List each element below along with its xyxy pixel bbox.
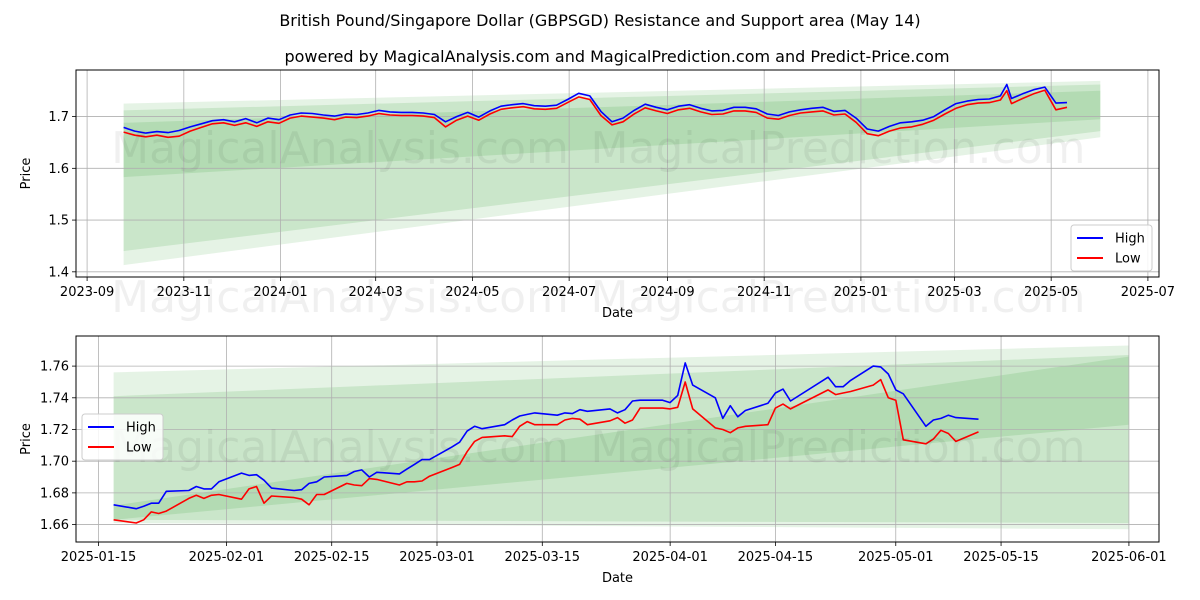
watermark-right: MagicalPrediction.com bbox=[591, 422, 1086, 473]
legend-box bbox=[81, 413, 164, 461]
x-tick-label: 2025-05-15 bbox=[963, 550, 1039, 565]
x-tick-label: 2025-03 bbox=[927, 285, 981, 300]
y-tick-label: 1.7 bbox=[48, 110, 69, 125]
top-x-axis-label: Date bbox=[602, 306, 633, 321]
bottom-chart: 2025-01-15 2025-02-01 2025-02-15 2025-03-01… bbox=[19, 335, 1167, 586]
y-tick-label: 1.70 bbox=[40, 455, 69, 470]
x-tick-label: 2025-05-01 bbox=[858, 550, 934, 565]
bottom-y-axis-label: Price bbox=[19, 423, 34, 455]
y-tick-label: 1.72 bbox=[40, 423, 69, 438]
top-chart: 2023-09 2023-11 2024-01 2024-03 2024-05 2024-… bbox=[19, 69, 1175, 323]
x-tick-label: 2024-03 bbox=[349, 285, 403, 300]
x-tick-label: 2023-11 bbox=[157, 285, 211, 300]
y-tick-label: 1.66 bbox=[40, 518, 69, 533]
top-y-axis-label: Price bbox=[19, 158, 34, 190]
x-tick-label: 2024-07 bbox=[542, 285, 596, 300]
chart-title: British Pound/Singapore Dollar (GBPSGD) … bbox=[279, 11, 920, 30]
y-tick-label: 1.4 bbox=[48, 265, 69, 280]
series-low-line bbox=[113, 378, 979, 524]
watermark-left: MagicalAnalysis.com bbox=[111, 422, 569, 473]
y-tick-label: 1.76 bbox=[40, 360, 69, 375]
y-tick-label: 1.68 bbox=[40, 486, 69, 501]
series-low-line bbox=[123, 89, 1068, 139]
bottom-chart-frame bbox=[75, 335, 1160, 543]
x-tick-label: 2025-02-15 bbox=[294, 550, 370, 565]
band-1 bbox=[113, 345, 1129, 530]
legend-low-label: Low bbox=[1115, 252, 1141, 267]
x-tick-label: 2023-09 bbox=[60, 285, 114, 300]
legend-low-label: Low bbox=[126, 441, 152, 456]
x-tick-label: 2025-05 bbox=[1024, 285, 1078, 300]
y-tick-label: 1.6 bbox=[48, 162, 69, 177]
band-1 bbox=[123, 80, 1101, 266]
watermark-right: MagicalPrediction.com bbox=[591, 272, 1086, 323]
bottom-legend: High Low bbox=[81, 413, 164, 461]
x-tick-label: 2024-09 bbox=[640, 285, 694, 300]
watermark-right: MagicalPrediction.com bbox=[591, 123, 1086, 174]
watermark-left: MagicalAnalysis.com bbox=[111, 272, 569, 323]
x-tick-label: 2024-01 bbox=[253, 285, 307, 300]
y-tick-label: 1.5 bbox=[48, 214, 69, 229]
bottom-x-axis-label: Date bbox=[602, 571, 633, 586]
x-tick-label: 2025-03-01 bbox=[399, 550, 475, 565]
x-tick-label: 2025-02-01 bbox=[189, 550, 265, 565]
series-high-line bbox=[123, 83, 1068, 134]
chart-subtitle: powered by MagicalAnalysis.com and Magic… bbox=[284, 47, 949, 66]
top-chart-frame bbox=[75, 69, 1160, 278]
legend-high-label: High bbox=[126, 421, 156, 436]
y-tick-label: 1.74 bbox=[40, 391, 69, 406]
x-tick-label: 2024-05 bbox=[445, 285, 499, 300]
x-tick-label: 2025-01 bbox=[834, 285, 888, 300]
band-3 bbox=[123, 90, 1101, 178]
x-tick-label: 2025-04-15 bbox=[738, 550, 814, 565]
x-tick-label: 2025-06-01 bbox=[1091, 550, 1167, 565]
series-high-line bbox=[113, 362, 979, 510]
x-tick-label: 2025-01-15 bbox=[61, 550, 137, 565]
x-tick-label: 2025-07 bbox=[1121, 285, 1175, 300]
x-tick-label: 2024-11 bbox=[737, 285, 791, 300]
band-2 bbox=[123, 84, 1101, 252]
x-tick-label: 2025-04-01 bbox=[632, 550, 708, 565]
top-legend: High Low bbox=[1070, 224, 1153, 272]
legend-box bbox=[1070, 224, 1153, 272]
legend-high-label: High bbox=[1115, 232, 1145, 247]
x-tick-label: 2025-03-15 bbox=[505, 550, 581, 565]
watermark-left: MagicalAnalysis.com bbox=[111, 123, 569, 174]
